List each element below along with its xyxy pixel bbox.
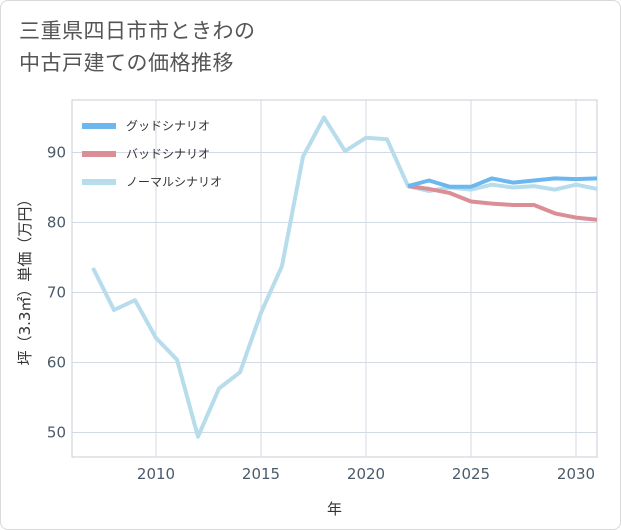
y-axis-title: 坪（3.3㎡）単価（万円） (16, 192, 34, 366)
x-tick-label: 2025 (452, 465, 490, 483)
series-line-2 (91, 115, 597, 439)
legend-label-1: バッドシナリオ (126, 147, 210, 161)
legend-label-2: ノーマルシナリオ (126, 175, 222, 189)
series-line-0 (407, 176, 597, 189)
y-tick-label: 90 (47, 144, 66, 162)
x-tick-label: 2030 (557, 465, 595, 483)
series-line-1 (407, 184, 597, 222)
chart-title: 三重県四日市市ときわの 中古戸建ての価格推移 (19, 15, 256, 79)
chart-title-line-1: 三重県四日市市ときわの (19, 19, 256, 43)
x-tick-label: 2020 (347, 465, 385, 483)
x-tick-label: 2010 (137, 465, 175, 483)
chart-title-line-2: 中古戸建ての価格推移 (19, 51, 234, 75)
y-tick-label: 60 (47, 354, 66, 372)
y-tick-label: 80 (47, 214, 66, 232)
x-tick-label: 2015 (242, 465, 280, 483)
plot-frame (71, 99, 598, 458)
x-axis-title: 年 (327, 500, 342, 518)
y-tick-label: 70 (47, 284, 66, 302)
legend-label-0: グッドシナリオ (126, 119, 210, 133)
y-tick-label: 50 (47, 424, 66, 442)
